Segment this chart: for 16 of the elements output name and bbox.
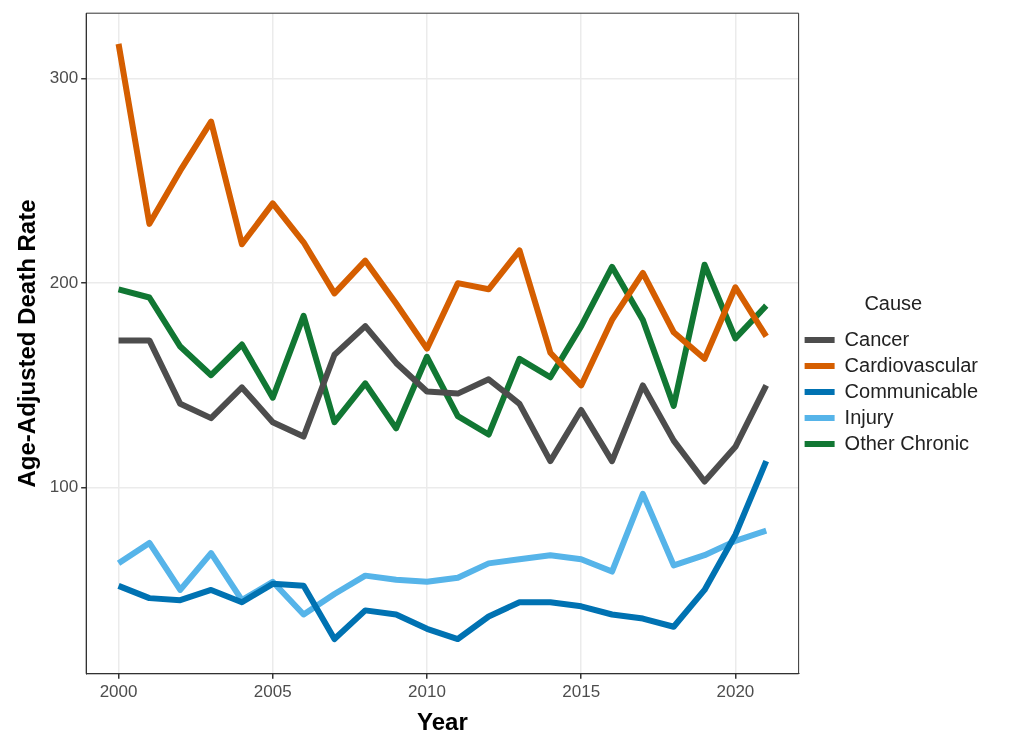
x-tick-label: 2015 — [562, 681, 601, 701]
y-tick-label: 200 — [49, 272, 79, 292]
x-axis-title: Year — [417, 708, 468, 736]
x-tick-label: 2000 — [99, 681, 138, 701]
x-tick-label: 2005 — [253, 681, 292, 701]
x-tick-label: 2010 — [408, 681, 446, 701]
legend-title: Cause — [864, 291, 923, 314]
legend-label: Cardiovascular — [844, 353, 979, 376]
legend-label: Other Chronic — [844, 431, 970, 454]
x-tick-label: 2020 — [716, 681, 755, 701]
legend-label: Communicable — [844, 379, 978, 402]
legend-label: Cancer — [844, 327, 910, 350]
y-tick-label: 300 — [49, 68, 79, 88]
y-axis-title: Age-Adjusted Death Rate — [13, 199, 41, 488]
y-tick-label: 100 — [49, 477, 79, 497]
legend-label: Injury — [844, 405, 894, 428]
